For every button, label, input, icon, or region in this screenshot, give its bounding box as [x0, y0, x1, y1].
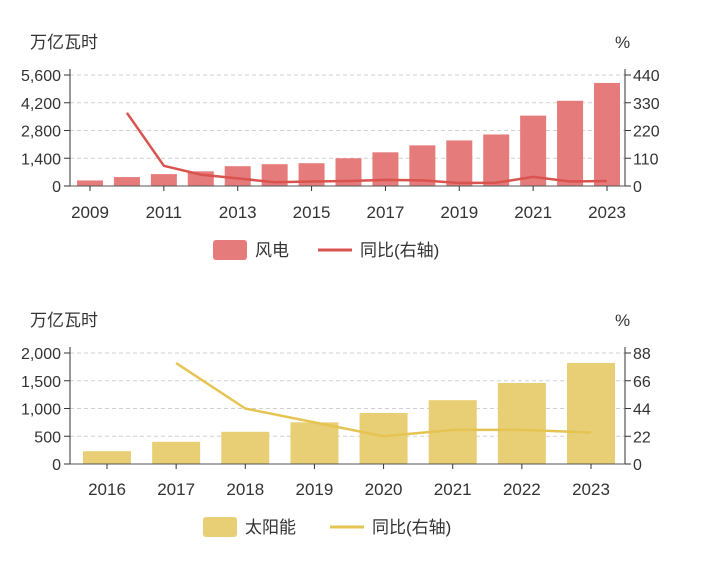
- bar: [520, 115, 547, 186]
- bar: [594, 82, 620, 186]
- x-tick-label: 2009: [71, 203, 109, 222]
- y-tick-label: 4,200: [21, 96, 61, 113]
- y-tick-label: 1,500: [21, 374, 61, 391]
- x-tick-label: 2023: [572, 480, 610, 499]
- legend-bar-swatch: [213, 240, 247, 260]
- y-tick-label: 5,600: [21, 68, 61, 85]
- x-tick-label: 2013: [219, 203, 257, 222]
- right-axis-unit: %: [615, 33, 630, 52]
- bar: [359, 412, 408, 464]
- y2-tick-label: 330: [633, 96, 660, 113]
- bar: [77, 180, 103, 186]
- x-tick-label: 2017: [157, 480, 195, 499]
- x-tick-label: 2021: [514, 203, 552, 222]
- bar: [221, 431, 270, 464]
- bar: [152, 441, 201, 464]
- right-axis-unit: %: [615, 311, 630, 330]
- x-tick-label: 2019: [440, 203, 478, 222]
- bar: [150, 174, 177, 186]
- bar: [497, 382, 546, 464]
- yoy-line: [125, 112, 608, 185]
- y-tick-label: 2,000: [21, 346, 61, 363]
- x-tick-label: 2016: [88, 480, 126, 499]
- x-tick-label: 2017: [367, 203, 405, 222]
- bar: [290, 422, 339, 464]
- y2-tick-label: 0: [633, 457, 642, 474]
- y-tick-label: 500: [34, 429, 61, 446]
- y-tick-label: 0: [52, 179, 61, 196]
- x-tick-label: 2022: [503, 480, 541, 499]
- y2-tick-label: 88: [633, 346, 651, 363]
- y2-tick-label: 22: [633, 429, 651, 446]
- y2-tick-label: 110: [633, 151, 659, 168]
- x-tick-label: 2015: [293, 203, 331, 222]
- x-tick-label: 2023: [588, 203, 626, 222]
- legend-bar-label: 太阳能: [245, 518, 296, 537]
- left-axis-unit: 万亿瓦时: [30, 311, 98, 330]
- bar: [113, 177, 140, 186]
- bar: [567, 362, 615, 464]
- yoy-line: [175, 362, 592, 438]
- bar: [483, 134, 510, 186]
- bar: [557, 100, 584, 186]
- legend-bar-swatch: [203, 517, 237, 537]
- y-tick-label: 2,800: [21, 124, 61, 141]
- legend-bar-label: 风电: [255, 241, 289, 260]
- y2-tick-label: 44: [633, 402, 651, 419]
- x-tick-label: 2018: [226, 480, 264, 499]
- bar: [224, 166, 251, 186]
- y2-tick-label: 66: [633, 374, 651, 391]
- y2-tick-label: 0: [633, 179, 642, 196]
- y-tick-label: 1,400: [21, 151, 61, 168]
- x-tick-label: 2021: [434, 480, 472, 499]
- y-tick-label: 1,000: [21, 402, 61, 419]
- bar: [446, 140, 473, 186]
- y-tick-label: 0: [52, 457, 61, 474]
- x-tick-label: 2011: [146, 203, 183, 222]
- left-axis-unit: 万亿瓦时: [30, 33, 98, 52]
- y2-tick-label: 440: [633, 68, 660, 85]
- legend-line-label: 同比(右轴): [360, 241, 439, 260]
- x-tick-label: 2019: [296, 480, 334, 499]
- bar: [83, 451, 131, 464]
- y2-tick-label: 220: [633, 124, 660, 141]
- legend-line-label: 同比(右轴): [372, 518, 451, 537]
- x-tick-label: 2020: [365, 480, 403, 499]
